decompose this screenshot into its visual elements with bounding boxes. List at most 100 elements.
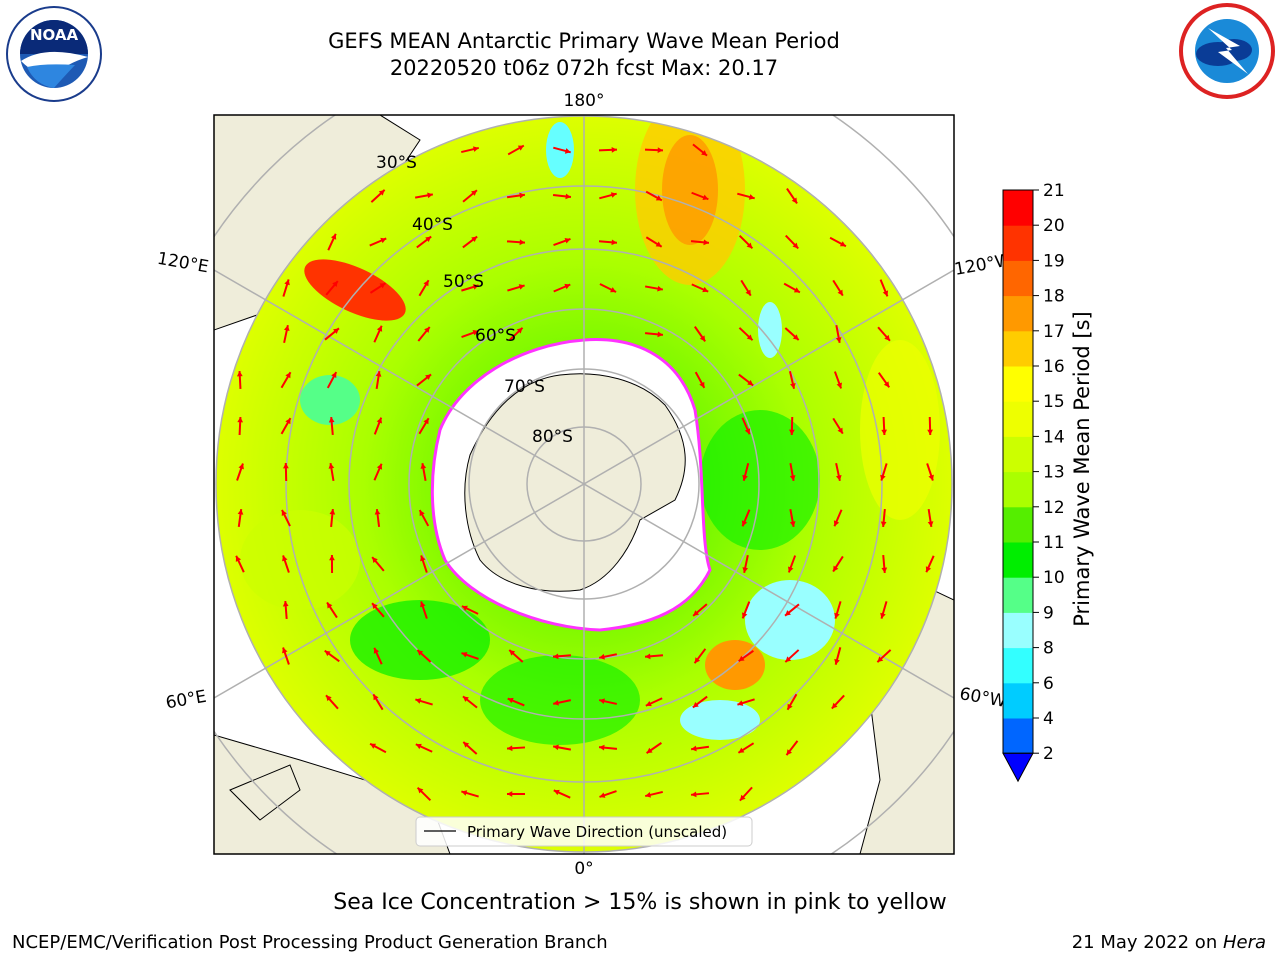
wave-arrow-head: [748, 194, 755, 200]
colorbar-tick-label: 6: [1043, 674, 1054, 694]
wave-arrow-head: [517, 145, 524, 151]
wave-arrow-head: [372, 603, 378, 610]
wave-arrow-head: [835, 337, 842, 343]
wave-arrow-head: [326, 695, 332, 702]
sea-ice-note: Sea Ice Concentration > 15% is shown in …: [333, 890, 947, 915]
colorbar-segment: [1003, 366, 1033, 402]
lat-label-60s: 60°S: [475, 326, 516, 346]
colorbar-tick-label: 2: [1043, 744, 1054, 764]
wave-arrow-head: [519, 239, 525, 246]
colorbar-segment: [1003, 718, 1033, 754]
wave-arrow-head: [833, 520, 840, 527]
map-legend: Primary Wave Direction (unscaled): [415, 816, 753, 847]
wave-arrow-head: [374, 509, 381, 515]
wave-arrow-head: [703, 239, 709, 246]
wave-arrow-head: [375, 371, 382, 377]
colorbar-segment: [1003, 295, 1033, 332]
wave-arrow-head: [792, 334, 799, 341]
wave-arrow-head: [657, 147, 663, 154]
wave-arrow-head: [831, 702, 838, 709]
wave-arrow-head: [420, 463, 427, 469]
wave-arrow-head: [745, 289, 751, 296]
lon-label-0: 0°: [574, 859, 593, 879]
antarctica-land: [464, 373, 686, 592]
wave-arrow-head: [329, 509, 336, 515]
wave-arrow-head: [742, 567, 749, 573]
wave-arrow-head: [746, 242, 753, 249]
colorbar-segment: [1003, 612, 1033, 649]
wave-arrow-head: [283, 463, 289, 469]
wave-arrow-head: [702, 194, 709, 201]
wave-arrow-head: [657, 285, 663, 292]
wave-arrow-head: [693, 610, 700, 616]
colorbar-tick-label: 17: [1043, 322, 1065, 342]
wave-arrow-head: [657, 331, 663, 338]
wave-arrow-head: [610, 287, 617, 293]
colorbar-segment: [1003, 577, 1033, 613]
colorbar-tick-label: 16: [1043, 357, 1065, 377]
chart-title: GEFS MEAN Antarctic Primary Wave Mean Pe…: [328, 29, 840, 53]
colorbar-tick-label: 21: [1043, 181, 1065, 201]
wave-arrow-head: [509, 650, 516, 656]
lat-label-70s: 70°S: [504, 377, 545, 397]
wave-arrow-head: [837, 427, 843, 434]
wave-arrow-head: [789, 429, 795, 435]
wave-direction-arrows: [235, 143, 935, 802]
wave-arrow-head: [747, 379, 754, 386]
wave-arrow-head: [329, 555, 335, 561]
colorbar-label: Primary Wave Mean Period [s]: [1070, 311, 1094, 627]
lat-label-40s: 40°S: [412, 215, 453, 235]
colorbar-tick-label: 19: [1043, 251, 1065, 271]
wave-arrow-head: [645, 653, 651, 660]
svg-text:NOAA: NOAA: [30, 26, 79, 44]
wave-arrow-head: [376, 417, 383, 424]
wave-arrow-head: [742, 474, 748, 481]
wave-arrow-head: [425, 374, 432, 380]
colorbar-segment: [1003, 225, 1033, 261]
wave-arrow-head: [787, 703, 793, 710]
wave-arrow-head: [424, 327, 430, 333]
chart-subtitle-run: 20220520 t06z 072h fcst Max: 20.17: [389, 56, 779, 80]
lat-label-80s: 80°S: [532, 427, 573, 447]
wave-arrow-head: [415, 698, 422, 704]
wave-arrow-head: [553, 699, 559, 706]
wave-arrow-head: [789, 521, 796, 527]
wave-arrow-head: [553, 789, 560, 796]
colorbar-tick-label: 8: [1043, 639, 1054, 659]
wave-arrow-head: [423, 280, 429, 287]
colorbar-tick-label: 10: [1043, 568, 1065, 588]
wave-arrow-head: [507, 697, 514, 704]
wave-arrow-head: [792, 242, 799, 249]
wave-arrow-head: [376, 463, 383, 470]
wave-arrow-head: [699, 335, 706, 342]
noaa-logo: NOAA: [6, 6, 102, 102]
lon-label-180: 180°: [564, 91, 605, 111]
wave-arrow-head: [927, 521, 934, 527]
colorbar-tick-label: 12: [1043, 498, 1065, 518]
wave-arrow-head: [738, 747, 745, 753]
wave-arrow-head: [691, 791, 697, 798]
wave-arrow-head: [611, 146, 617, 153]
colorbar-segment: [1003, 330, 1033, 367]
wave-arrow-head: [646, 747, 653, 754]
colorbar-tick-label: 20: [1043, 216, 1065, 236]
wave-arrow-head: [373, 694, 379, 701]
wave-arrow-head: [472, 284, 479, 290]
lat-label-30s: 30°S: [376, 153, 417, 173]
wave-arrow-head: [237, 417, 244, 423]
nws-logo: [1179, 3, 1275, 99]
wave-arrow-head: [461, 790, 468, 796]
wave-arrow-head: [789, 475, 796, 481]
wave-arrow-head: [518, 284, 525, 290]
wave-period-field: [240, 116, 940, 745]
colorbar-tick-label: 9: [1043, 603, 1054, 623]
wave-arrow-head: [746, 334, 753, 341]
colorbar-under-arrow: [1002, 752, 1034, 783]
colorbar-segment: [1003, 471, 1033, 508]
wave-arrow-head: [519, 192, 525, 199]
wave-arrow-head: [427, 192, 433, 199]
wave-arrow-head: [553, 744, 559, 751]
wave-arrow-head: [835, 475, 842, 481]
wave-arrow-head: [284, 279, 290, 286]
wave-arrow-head: [702, 286, 709, 293]
